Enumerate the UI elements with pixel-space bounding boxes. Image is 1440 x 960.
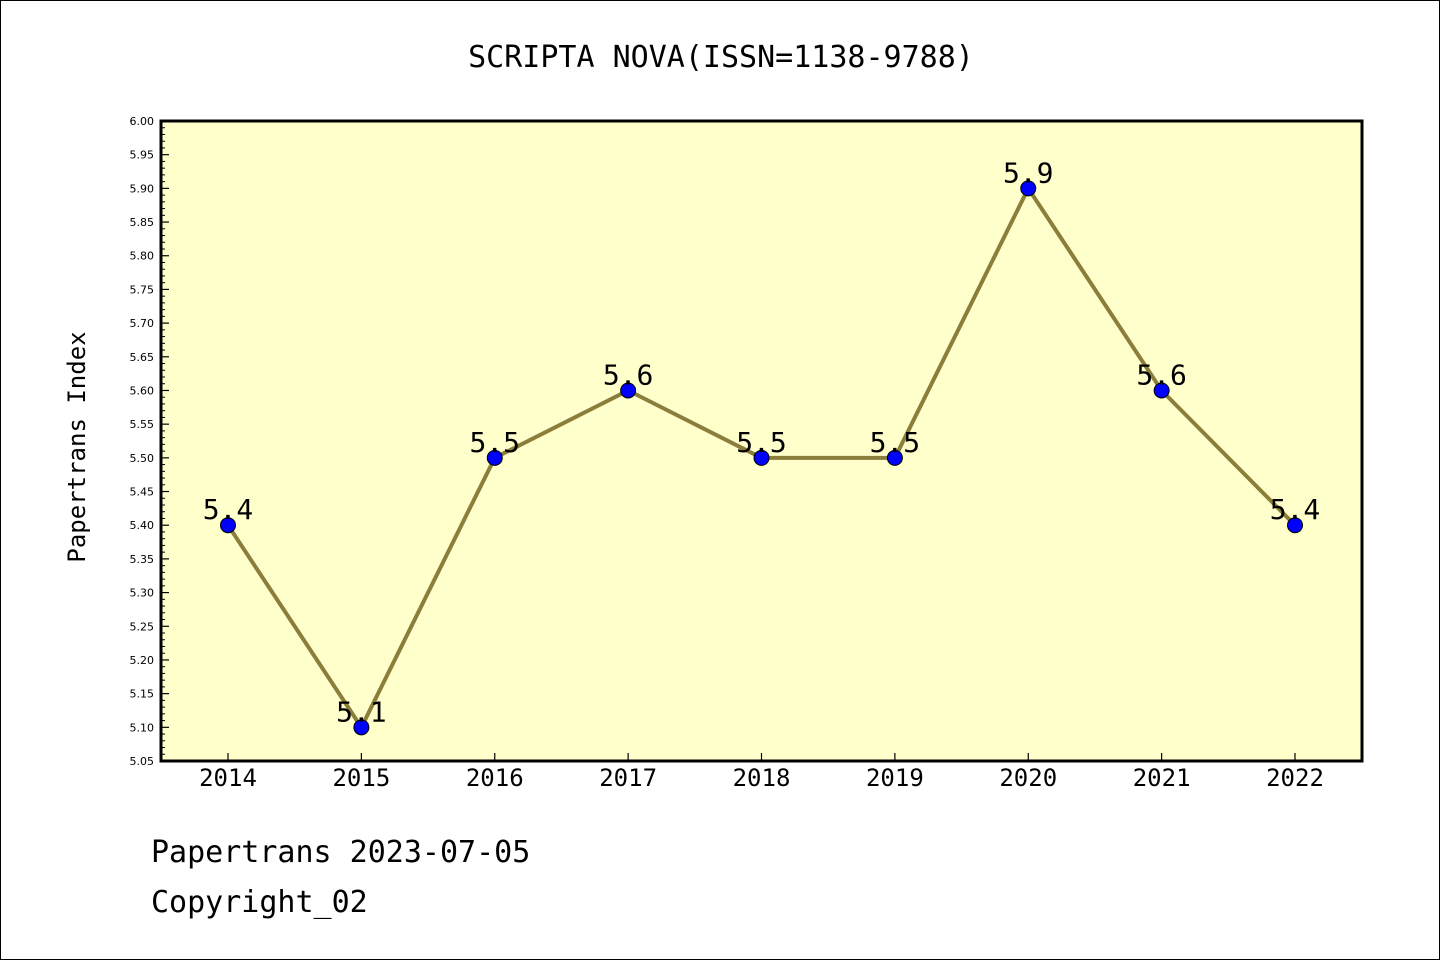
y-tick-label: 5.55 (130, 418, 155, 431)
y-tick-label: 5.45 (130, 486, 155, 499)
data-point[interactable] (1020, 180, 1037, 197)
x-tick-label: 2016 (466, 764, 524, 792)
data-label: 5.1 (336, 695, 387, 728)
y-tick-label: 5.80 (130, 250, 155, 263)
y-tick-label: 5.60 (130, 384, 155, 397)
x-tick-label: 2017 (599, 764, 657, 792)
x-tick-label: 2018 (733, 764, 791, 792)
data-point[interactable] (1287, 517, 1303, 534)
data-label: 5.9 (1003, 156, 1054, 189)
x-tick-label: 2022 (1266, 764, 1324, 792)
data-point[interactable] (1153, 382, 1170, 399)
y-tick-label: 5.25 (130, 620, 155, 633)
data-label: 5.4 (203, 493, 254, 526)
y-tick-label: 5.15 (130, 688, 155, 701)
y-tick-label: 5.65 (130, 351, 155, 364)
data-point[interactable] (886, 449, 903, 466)
y-tick-label: 5.90 (130, 182, 155, 195)
plot-area: 5.05 5.10 5.15 5.20 5.25 5.30 5.35 5.40 5.45 5.50… (130, 115, 1364, 792)
y-tick-label: 5.70 (130, 317, 155, 330)
footer-copyright-text: Copyright_02 (151, 885, 368, 920)
y-tick-label: 5.95 (130, 149, 155, 162)
data-label: 5.6 (1136, 358, 1187, 391)
data-label: 5.4 (1270, 493, 1321, 526)
data-point[interactable] (753, 449, 770, 466)
plot-frame (159, 119, 1364, 763)
x-tick-label: 2014 (199, 764, 257, 792)
data-point[interactable] (486, 449, 503, 466)
y-tick-label: 5.85 (130, 216, 155, 229)
x-tick-label: 2015 (332, 764, 390, 792)
data-point[interactable] (220, 517, 236, 534)
data-point[interactable] (353, 719, 370, 736)
y-tick-label: 5.40 (130, 519, 155, 532)
y-tick-label: 5.05 (130, 755, 155, 768)
x-tick-label: 2021 (1133, 764, 1191, 792)
footer-date-text: Papertrans 2023-07-05 (151, 835, 531, 870)
y-tick-label: 5.35 (130, 553, 155, 566)
data-label: 5.5 (870, 426, 921, 459)
data-label: 5.5 (469, 426, 520, 459)
plot-background (161, 121, 1362, 761)
y-tick-label: 5.30 (130, 587, 155, 600)
data-label: 5.5 (736, 426, 787, 459)
y-tick-label: 5.10 (130, 721, 155, 734)
y-tick-label: 5.50 (130, 452, 155, 465)
data-point[interactable] (620, 382, 637, 399)
y-tick-label: 6.00 (130, 115, 155, 128)
y-tick-label: 5.75 (130, 283, 155, 296)
chart-title: SCRIPTA NOVA(ISSN=1138-9788) (468, 40, 974, 75)
y-axis-label: Papertrans Index (63, 331, 91, 562)
x-tick-label: 2020 (999, 764, 1057, 792)
y-tick-label: 5.20 (130, 654, 155, 667)
x-tick-label: 2019 (866, 764, 924, 792)
data-label: 5.6 (603, 358, 654, 391)
